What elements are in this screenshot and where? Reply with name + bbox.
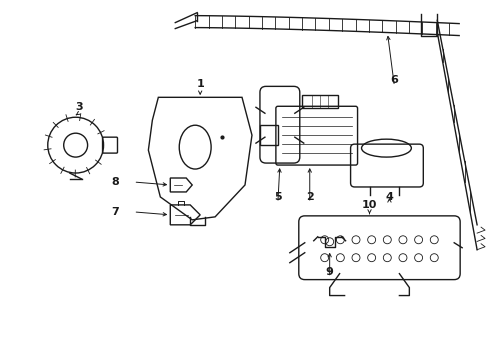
- Text: 1: 1: [196, 79, 203, 89]
- Text: 6: 6: [390, 75, 398, 85]
- Text: 4: 4: [385, 192, 392, 202]
- Text: 5: 5: [273, 192, 281, 202]
- Text: 2: 2: [305, 192, 313, 202]
- Text: 7: 7: [111, 207, 119, 217]
- Text: 9: 9: [325, 267, 333, 276]
- Text: 8: 8: [111, 177, 119, 187]
- Text: 10: 10: [361, 200, 376, 210]
- Text: 3: 3: [75, 102, 82, 112]
